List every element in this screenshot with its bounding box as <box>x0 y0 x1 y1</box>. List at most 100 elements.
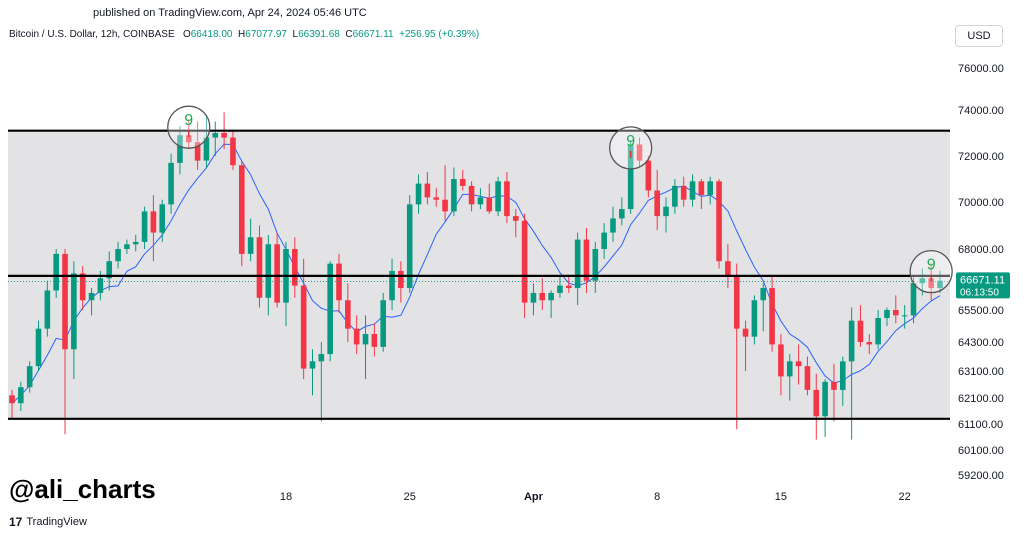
candle <box>707 176 714 205</box>
candle <box>831 363 837 422</box>
candle <box>733 263 740 430</box>
high-label: H <box>238 29 246 40</box>
change-value: +256.95 (+0.39%) <box>399 29 480 40</box>
x-tick-label: Apr <box>524 491 544 503</box>
candle <box>177 126 183 175</box>
candle <box>822 379 828 437</box>
candle <box>742 320 749 371</box>
candle <box>698 179 705 210</box>
candle <box>353 315 360 355</box>
candle <box>71 261 77 380</box>
candle <box>937 270 943 293</box>
x-tick-label: 25 <box>404 491 416 503</box>
candle <box>795 344 802 385</box>
x-tick-label: 15 <box>775 491 787 503</box>
candle <box>230 130 236 170</box>
candle <box>495 176 501 217</box>
candle <box>619 197 625 226</box>
candle <box>309 349 316 396</box>
candle <box>636 137 643 168</box>
candle <box>203 114 210 168</box>
candle <box>539 278 546 310</box>
candle <box>26 361 33 393</box>
y-tick-label: 62100.00 <box>958 393 1004 405</box>
td-setup-marker: 9 <box>909 249 953 294</box>
candle <box>345 283 351 342</box>
candle <box>901 305 908 329</box>
y-tick-label: 65500.00 <box>958 305 1004 317</box>
candle <box>168 153 174 214</box>
candle <box>848 307 855 440</box>
candle <box>44 280 51 337</box>
td-setup-marker: 9 <box>609 126 653 170</box>
candle <box>150 195 157 262</box>
y-tick-label: 70000.00 <box>958 197 1004 209</box>
low-value: 66391.68 <box>298 29 340 40</box>
candle <box>548 290 554 318</box>
candle <box>398 261 404 303</box>
open-label: O <box>182 29 191 40</box>
candle <box>645 156 652 198</box>
candle <box>389 258 395 310</box>
candle <box>751 295 758 345</box>
candle <box>672 179 678 214</box>
candle <box>857 305 864 347</box>
y-tick-label: 76000.00 <box>958 63 1004 75</box>
candle <box>141 206 148 249</box>
candle <box>486 183 493 214</box>
candle <box>592 241 599 293</box>
candle <box>804 356 811 396</box>
candle <box>159 199 166 242</box>
y-tick-label: 63100.00 <box>958 366 1004 378</box>
candle <box>115 241 121 269</box>
candle <box>238 160 245 267</box>
high-value: 67077.97 <box>245 29 287 40</box>
candle <box>292 237 298 298</box>
moving-average-line <box>11 143 941 404</box>
tv-brand: TradingView <box>26 516 87 528</box>
candle <box>512 209 519 238</box>
low-label: L <box>292 29 299 40</box>
td-count-label: 9 <box>184 112 193 129</box>
published-note: published on TradingView.com, Apr 24, 20… <box>93 7 367 19</box>
candle <box>566 275 572 293</box>
price-tag-value: 66671.11 <box>960 274 1005 286</box>
candle <box>557 275 563 298</box>
candle <box>468 181 475 212</box>
open-value: 66418.00 <box>190 29 233 40</box>
td-count-label: 9 <box>626 133 635 150</box>
candle <box>442 165 448 221</box>
candle <box>778 334 784 396</box>
symbol-title: Bitcoin / U.S. Dollar, 12h, COINBASE <box>9 29 175 40</box>
tv-logo-icon: 17 <box>9 515 23 529</box>
candle <box>327 261 333 362</box>
td-count-label: 9 <box>927 257 936 274</box>
candle <box>893 295 899 324</box>
candle <box>875 310 881 350</box>
x-tick-label: 18 <box>280 491 292 503</box>
candle <box>689 174 696 207</box>
candle <box>300 258 307 380</box>
candle <box>424 172 431 205</box>
candle <box>35 320 42 371</box>
candle <box>866 334 873 355</box>
x-tick-label: 8 <box>654 491 660 503</box>
candle <box>9 389 15 419</box>
currency-button[interactable]: USD <box>955 25 1003 47</box>
candle <box>884 307 890 326</box>
y-tick-label: 61100.00 <box>958 419 1003 431</box>
candle <box>362 315 369 380</box>
y-tick-label: 72000.00 <box>958 151 1004 163</box>
price-tag <box>956 272 1010 299</box>
tradingview-logo[interactable]: 17 TradingView <box>9 515 87 529</box>
y-tick-label: 64300.00 <box>958 337 1004 349</box>
candle <box>256 225 263 308</box>
candle <box>716 179 722 269</box>
candle <box>88 288 95 316</box>
candle <box>654 169 660 231</box>
close-value: 66671.11 <box>352 29 394 40</box>
candle <box>928 263 934 301</box>
candle <box>521 213 528 318</box>
candle <box>406 195 413 293</box>
